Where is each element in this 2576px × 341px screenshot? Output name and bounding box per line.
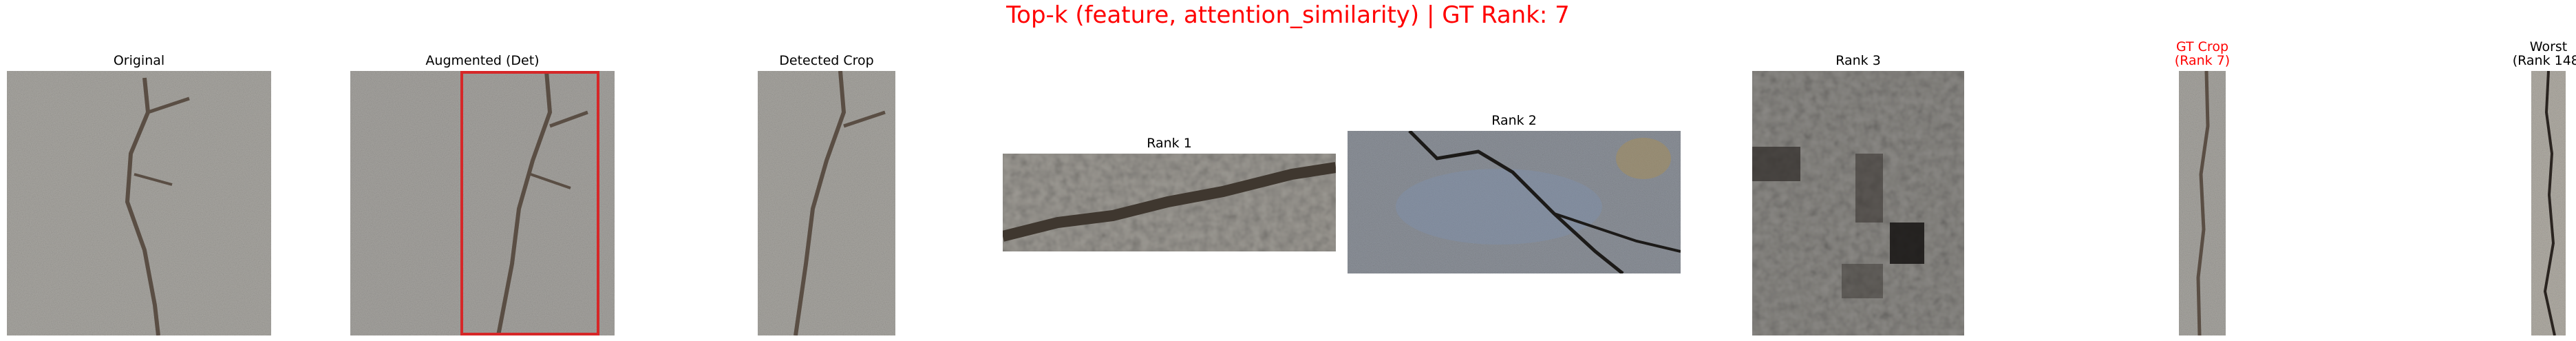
detected-crop-image [758, 71, 895, 335]
panel-title-detected-crop: Detected Crop [779, 53, 874, 68]
panel-title-original: Original [113, 53, 165, 68]
panel-title-augmented: Augmented (Det) [425, 53, 540, 68]
figure-title: Top-k (feature, attention_similarity) | … [1006, 1, 1570, 29]
panel-title-rank2: Rank 2 [1491, 113, 1537, 128]
panel-title-worst-line1: Worst [2529, 39, 2568, 54]
panel-title-gt-crop-line2: (Rank 7) [2174, 53, 2231, 68]
rank3-image [1752, 71, 1964, 335]
gt-crop-image [2179, 71, 2226, 335]
panel-title-gt-crop-line1: GT Crop [2175, 39, 2229, 54]
worst-image [2531, 71, 2566, 335]
panel-title-rank3: Rank 3 [1835, 53, 1881, 68]
original-image [7, 71, 271, 335]
detection-box [460, 71, 599, 335]
augmented-image [350, 71, 615, 335]
panel-title-worst-line2: (Rank 148) [2512, 53, 2576, 68]
rank2-image [1348, 131, 1681, 273]
rank1-image [1003, 154, 1336, 251]
panel-title-rank1: Rank 1 [1147, 136, 1192, 151]
